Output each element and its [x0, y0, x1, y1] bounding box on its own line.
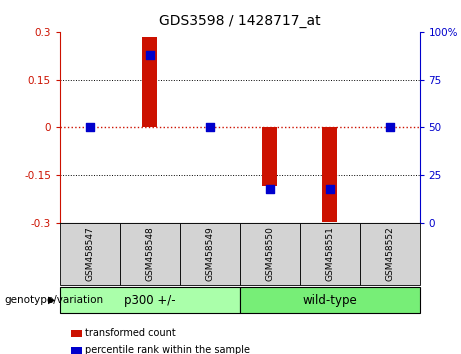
Title: GDS3598 / 1428717_at: GDS3598 / 1428717_at [159, 14, 320, 28]
Text: GSM458550: GSM458550 [265, 227, 274, 281]
Point [266, 186, 273, 192]
Text: GSM458551: GSM458551 [325, 227, 334, 281]
Text: p300 +/-: p300 +/- [124, 293, 176, 307]
Point [206, 125, 213, 130]
Text: GSM458549: GSM458549 [205, 227, 214, 281]
Text: GSM458552: GSM458552 [385, 227, 394, 281]
Point [86, 125, 94, 130]
Bar [142, 37, 157, 127]
Text: percentile rank within the sample: percentile rank within the sample [85, 346, 250, 354]
Text: wild-type: wild-type [302, 293, 357, 307]
Point [326, 186, 333, 192]
Text: transformed count: transformed count [85, 329, 176, 338]
Text: ▶: ▶ [48, 295, 55, 305]
Bar [262, 127, 277, 186]
Bar [322, 127, 337, 222]
Text: GSM458547: GSM458547 [85, 227, 95, 281]
Point [146, 52, 154, 58]
Point [386, 125, 393, 130]
Text: GSM458548: GSM458548 [145, 227, 154, 281]
Text: genotype/variation: genotype/variation [5, 295, 104, 305]
